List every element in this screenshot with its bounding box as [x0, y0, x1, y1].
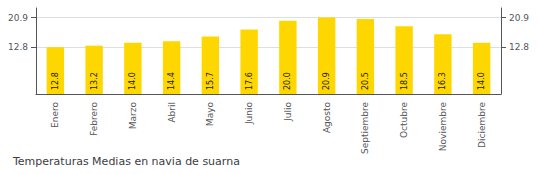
svg-text:16.3: 16.3	[438, 72, 447, 90]
svg-text:Febrero: Febrero	[89, 102, 99, 136]
svg-text:Diciembre: Diciembre	[477, 102, 487, 148]
svg-text:18.5: 18.5	[400, 72, 409, 90]
svg-text:20.0: 20.0	[283, 72, 292, 90]
svg-text:Enero: Enero	[50, 102, 60, 128]
svg-text:20.9: 20.9	[509, 13, 529, 23]
svg-text:13.2: 13.2	[90, 72, 99, 90]
svg-text:Abril: Abril	[167, 102, 177, 123]
svg-text:20.5: 20.5	[361, 72, 370, 90]
svg-text:12.8: 12.8	[509, 42, 529, 52]
svg-text:Temperaturas Medias en navia d: Temperaturas Medias en navia de suarna	[12, 155, 240, 168]
svg-text:17.6: 17.6	[245, 72, 254, 90]
svg-text:14.4: 14.4	[167, 72, 176, 90]
svg-text:Septiembre: Septiembre	[360, 102, 370, 155]
svg-text:Agosto: Agosto	[322, 102, 332, 134]
svg-text:20.9: 20.9	[8, 13, 28, 23]
svg-text:14.0: 14.0	[477, 72, 486, 90]
svg-text:Julio: Julio	[283, 102, 293, 122]
svg-text:Marzo: Marzo	[128, 102, 138, 130]
svg-text:20.9: 20.9	[322, 72, 331, 90]
svg-text:15.7: 15.7	[206, 72, 215, 90]
svg-text:Junio: Junio	[244, 102, 254, 126]
svg-text:12.8: 12.8	[51, 72, 60, 90]
svg-text:14.0: 14.0	[128, 72, 137, 90]
svg-text:Mayo: Mayo	[205, 102, 215, 127]
svg-text:Octubre: Octubre	[399, 102, 409, 138]
svg-text:Noviembre: Noviembre	[438, 102, 448, 152]
svg-text:12.8: 12.8	[8, 42, 28, 52]
